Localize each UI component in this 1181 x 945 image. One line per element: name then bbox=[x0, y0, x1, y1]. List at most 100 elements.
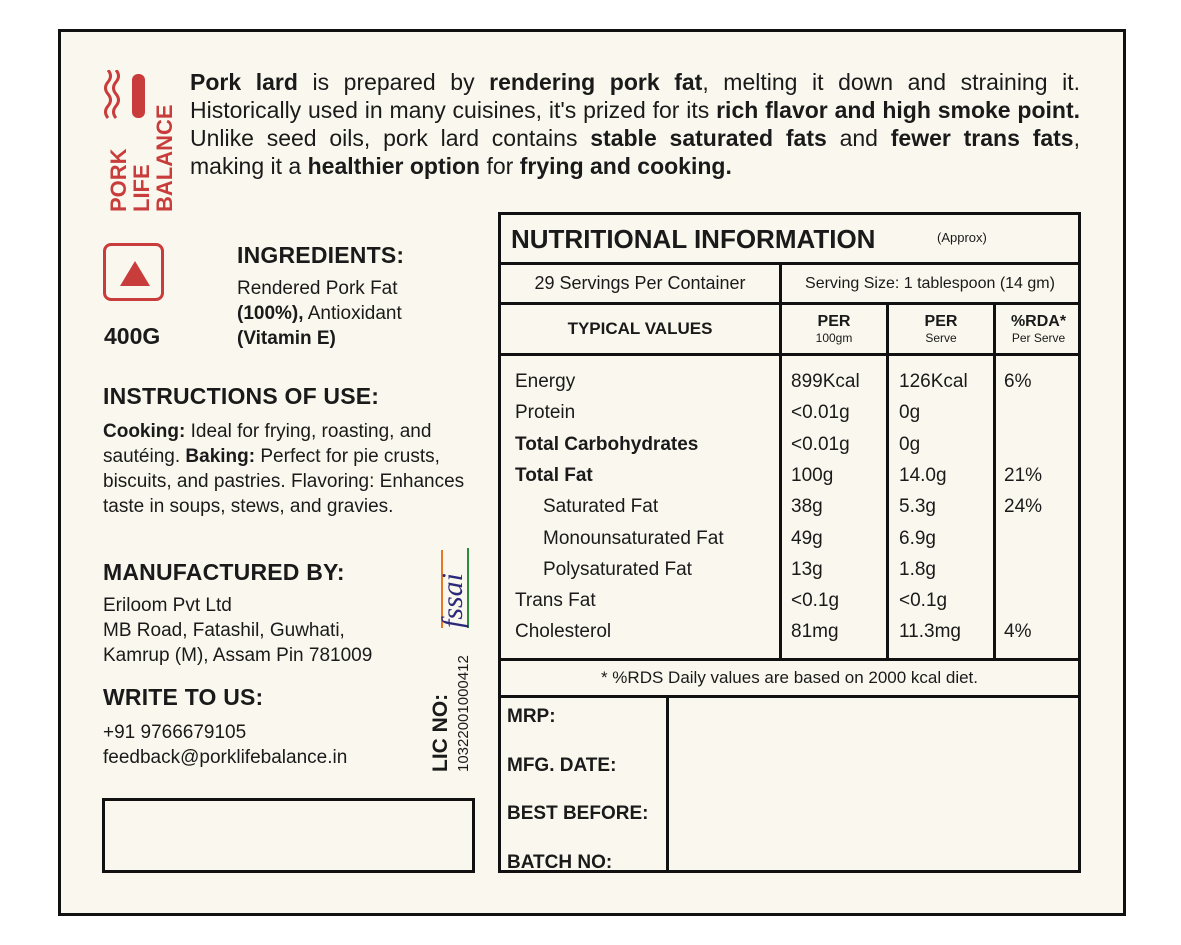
servings-row: 29 Servings Per Container Serving Size: … bbox=[501, 265, 1078, 305]
manufacturer-line: Kamrup (M), Assam Pin 781009 bbox=[103, 645, 373, 666]
ingredients-title: INGREDIENTS: bbox=[237, 242, 405, 268]
ingredient-text: Rendered Pork Fat bbox=[237, 278, 398, 299]
column-header: TYPICAL VALUES bbox=[501, 305, 782, 353]
description-segment: Pork lard bbox=[190, 69, 298, 95]
product-description: Pork lard is prepared by rendering pork … bbox=[190, 68, 1080, 180]
contact-title: WRITE TO US: bbox=[103, 684, 264, 710]
ingredient-antioxidant: (Vitamin E) bbox=[237, 328, 336, 349]
baking-label: Baking: bbox=[185, 446, 256, 467]
column-header: PER 100gm bbox=[782, 305, 889, 353]
net-weight: 400G bbox=[104, 323, 161, 349]
description-segment: and bbox=[826, 125, 891, 151]
description-segment: frying and cooking. bbox=[519, 153, 732, 179]
description-segment: fewer trans fats bbox=[890, 125, 1074, 151]
servings-per-container: 29 Servings Per Container bbox=[501, 265, 782, 302]
column-header: %RDA* Per Serve bbox=[996, 305, 1081, 353]
cooking-text: Ideal for frying, roasting, and sautéing… bbox=[103, 421, 432, 467]
svg-text:fssai: fssai bbox=[436, 573, 469, 628]
description-segment: , making it a bbox=[190, 125, 1080, 179]
svg-text:LIFE: LIFE bbox=[129, 164, 154, 212]
nutrient-serve: 126Kcal bbox=[899, 371, 968, 392]
nutrient-name: Polysaturated Fat bbox=[543, 558, 692, 580]
description-segment: stable saturated fats bbox=[590, 125, 827, 151]
nutrition-body: Energy 899Kcal 126Kcal 6% Protein <0.01g 0g Tot… bbox=[501, 356, 1078, 661]
ingredient-percent: (100%), bbox=[237, 303, 304, 324]
header-sub: Serve bbox=[925, 331, 957, 345]
nutrient-name: Total Fat bbox=[515, 464, 593, 486]
header-sub: 100gm bbox=[815, 331, 853, 345]
brand-logo: PORK LIFE BALANCE bbox=[104, 70, 174, 212]
svg-text:PORK: PORK bbox=[106, 148, 131, 212]
instructions-title: INSTRUCTIONS OF USE: bbox=[103, 383, 380, 409]
fssai-logo: fssai bbox=[436, 548, 469, 628]
batch-field-label: MRP: bbox=[507, 706, 556, 727]
nutrient-name: Monounsaturated Fat bbox=[543, 527, 724, 549]
description-segment: rendering pork fat bbox=[489, 69, 703, 95]
nutrient-serve: 11.3mg bbox=[899, 621, 961, 643]
nutrient-serve: 0g bbox=[899, 433, 921, 455]
ingredients-section: INGREDIENTS: Rendered Pork Fat (100%), A… bbox=[237, 242, 467, 351]
nutrient-serve: 1.8g bbox=[899, 558, 936, 580]
nutrient-rda: 24% bbox=[1004, 496, 1043, 518]
contact-email: feedback@porklifebalance.in bbox=[103, 747, 348, 768]
nutrient-name: Protein bbox=[515, 402, 576, 424]
nutrient-serve: 6.9g bbox=[899, 527, 936, 549]
batch-labels: MRP: MFG. DATE: BEST BEFORE: BATCH NO: bbox=[501, 698, 669, 873]
nutrient-name: Energy bbox=[515, 371, 576, 392]
baking-text: Perfect for pie crusts, biscuits, and pa… bbox=[103, 446, 465, 517]
nutrition-title-row: NUTRITIONAL INFORMATION (Approx) bbox=[501, 215, 1078, 265]
approx-note: (Approx) bbox=[937, 230, 987, 245]
svg-text:BALANCE: BALANCE bbox=[152, 104, 174, 212]
nutrient-per100: 81mg bbox=[791, 621, 839, 643]
column-header: PER Serve bbox=[889, 305, 996, 353]
nutrient-per100: <0.1g bbox=[791, 590, 840, 612]
description-segment: for bbox=[480, 153, 520, 179]
nutrient-per100: <0.01g bbox=[791, 402, 850, 424]
nutrient-rda: 4% bbox=[1004, 621, 1032, 643]
nutrient-name: Cholesterol bbox=[515, 621, 612, 643]
nutrient-rda: 21% bbox=[1004, 464, 1043, 486]
ingredient-text: Antioxidant bbox=[303, 303, 402, 324]
nutrient-serve: 14.0g bbox=[899, 464, 947, 486]
contact-phone: +91 9766679105 bbox=[103, 722, 247, 743]
nutrient-per100: 100g bbox=[791, 464, 834, 486]
blank-box bbox=[102, 798, 475, 873]
description-segment: Unlike seed oils, pork lard contains bbox=[190, 125, 591, 151]
header-main: TYPICAL VALUES bbox=[567, 319, 713, 338]
manufacturer-title: MANUFACTURED BY: bbox=[103, 559, 345, 585]
header-row: TYPICAL VALUES PER 100gm PER Serve %RDA* Per S… bbox=[501, 305, 1078, 356]
header-main: %RDA* bbox=[1010, 313, 1067, 330]
nutrient-name: Trans Fat bbox=[515, 590, 596, 612]
nutrient-serve: 5.3g bbox=[899, 496, 936, 518]
header-main: PER bbox=[924, 313, 958, 330]
manufacturer-section: MANUFACTURED BY: Eriloom Pvt Ltd MB Road… bbox=[103, 559, 423, 668]
manufacturer-line: Eriloom Pvt Ltd bbox=[103, 595, 232, 616]
nutrient-name: Total Carbohydrates bbox=[515, 433, 699, 455]
contact-section: WRITE TO US: +91 9766679105 feedback@por… bbox=[103, 684, 423, 770]
license-label: LIC NO: bbox=[429, 693, 452, 772]
nutrient-name: Saturated Fat bbox=[543, 496, 659, 518]
batch-field-label: BATCH NO: bbox=[507, 851, 613, 873]
nutrient-per100: 899Kcal bbox=[791, 371, 860, 392]
nutrient-per100: 38g bbox=[791, 496, 823, 518]
manufacturer-line: MB Road, Fatashil, Guwhati, bbox=[103, 620, 345, 641]
license-number: 10322001000412 bbox=[455, 655, 472, 772]
nutrient-per100: 49g bbox=[791, 527, 823, 549]
batch-field-label: MFG. DATE: bbox=[507, 754, 617, 776]
description-segment: healthier option bbox=[307, 153, 481, 179]
nutrient-serve: 0g bbox=[899, 402, 921, 424]
header-sub: Per Serve bbox=[1011, 331, 1066, 345]
nutrition-table: NUTRITIONAL INFORMATION (Approx) 29 Serv… bbox=[498, 212, 1081, 873]
description-segment: , melting it down and straining it. Hist… bbox=[190, 69, 1080, 123]
description-segment: is prepared by bbox=[297, 69, 490, 95]
batch-field-label: BEST BEFORE: bbox=[507, 803, 649, 824]
nutrient-per100: <0.01g bbox=[791, 433, 850, 455]
nutrient-rda: 6% bbox=[1004, 371, 1032, 392]
nutrient-per100: 13g bbox=[791, 558, 823, 580]
serving-size: Serving Size: 1 tablespoon (14 gm) bbox=[805, 274, 1055, 292]
non-veg-symbol-icon bbox=[103, 243, 164, 301]
instructions-section: INSTRUCTIONS OF USE: Cooking: Ideal for … bbox=[103, 383, 473, 519]
rda-footnote: * %RDS Daily values are based on 2000 kc… bbox=[501, 661, 1078, 698]
description-segment: rich flavor and high smoke point. bbox=[716, 97, 1081, 123]
cooking-label: Cooking: bbox=[103, 421, 186, 442]
